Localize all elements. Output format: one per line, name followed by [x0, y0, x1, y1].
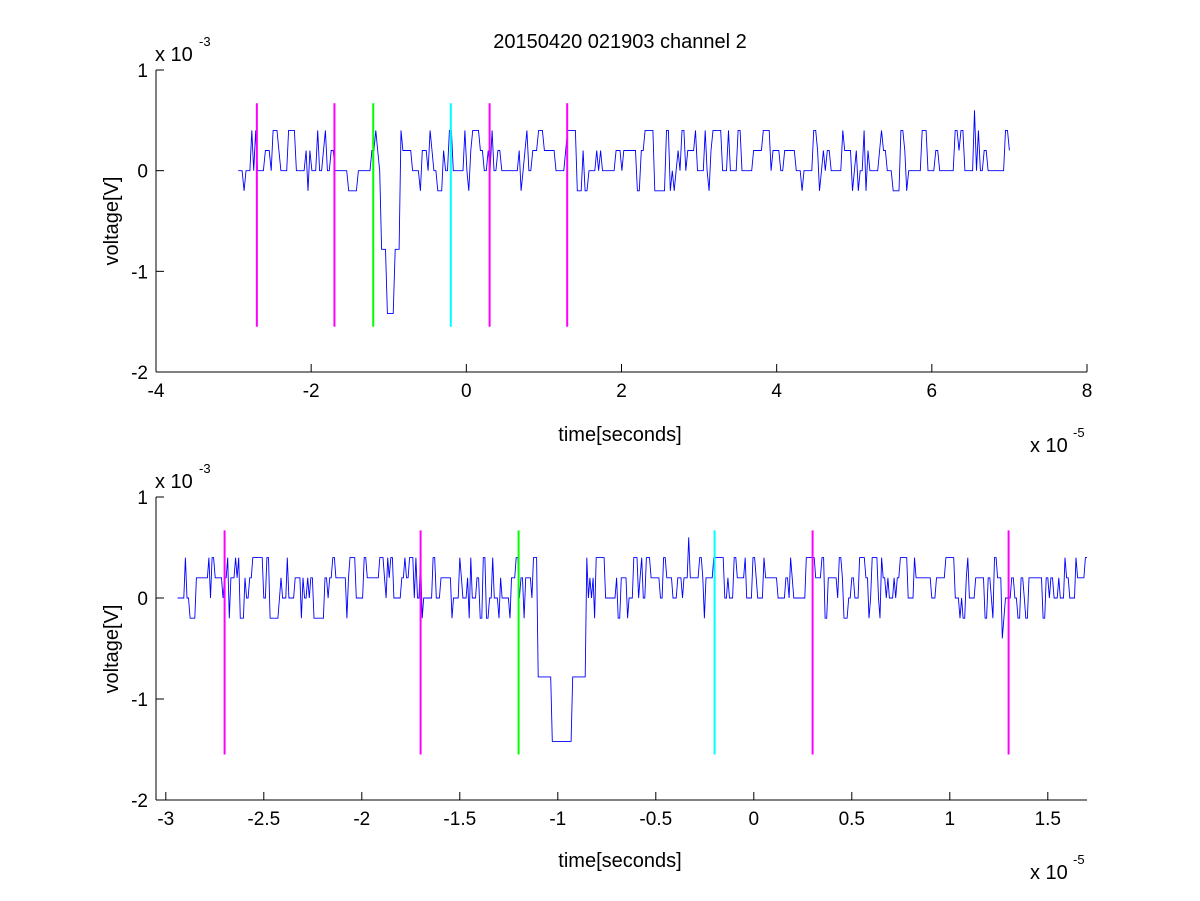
svg-text:-5: -5: [1073, 852, 1085, 867]
svg-text:x 10: x 10: [1030, 435, 1068, 457]
x-tick-label: -1: [549, 809, 566, 830]
y-tick-label: -2: [131, 363, 148, 384]
y-tick-label: -1: [131, 262, 148, 283]
y-tick-label: 0: [137, 162, 148, 183]
x-exponent-label: x 10 -5: [1030, 425, 1085, 457]
x-tick-label: -2.5: [247, 809, 280, 830]
x-tick-label: 2: [616, 381, 627, 402]
svg-text:-3: -3: [199, 34, 211, 49]
y-axis-label: voltage[V]: [101, 177, 123, 266]
x-tick-label: -0.5: [639, 809, 672, 830]
svg-text:x 10: x 10: [155, 44, 193, 66]
bottom-plot: x 10 -3 x 10 -5 time[seconds] voltage[V]…: [101, 461, 1087, 884]
svg-text:-5: -5: [1073, 425, 1085, 440]
x-tick-label: -2: [353, 809, 370, 830]
x-tick-label: 1: [945, 809, 956, 830]
svg-text:x 10: x 10: [1030, 862, 1068, 884]
chart-title: 20150420 021903 channel 2: [493, 31, 747, 53]
y-axis-label: voltage[V]: [101, 605, 123, 694]
x-tick-label: -2: [303, 381, 320, 402]
x-tick-label: 0: [461, 381, 472, 402]
y-tick-label: 0: [137, 589, 148, 610]
y-tick-label: -2: [131, 791, 148, 812]
y-exponent-label: x 10 -3: [155, 34, 211, 66]
x-exponent-label: x 10 -5: [1030, 852, 1085, 884]
x-tick-label: -4: [148, 381, 165, 402]
y-tick-label: 1: [137, 61, 148, 82]
svg-text:-3: -3: [199, 461, 211, 476]
svg-text:x 10: x 10: [155, 471, 193, 493]
x-tick-label: -3: [157, 809, 174, 830]
signal-trace: [177, 537, 1087, 742]
x-tick-label: 0.5: [839, 809, 865, 830]
y-exponent-label: x 10 -3: [155, 461, 211, 493]
x-tick-label: 6: [927, 381, 938, 402]
x-tick-label: -1.5: [443, 809, 476, 830]
signal-trace: [238, 110, 1010, 315]
y-tick-label: -1: [131, 690, 148, 711]
top-plot: x 10 -3 x 10 -5 time[seconds] voltage[V]…: [101, 34, 1092, 457]
x-tick-label: 1.5: [1035, 809, 1061, 830]
x-tick-label: 4: [771, 381, 782, 402]
x-axis-label: time[seconds]: [558, 424, 681, 446]
x-tick-label: 8: [1082, 381, 1093, 402]
x-tick-label: 0: [749, 809, 760, 830]
x-axis-label: time[seconds]: [558, 850, 681, 872]
y-tick-label: 1: [137, 488, 148, 509]
